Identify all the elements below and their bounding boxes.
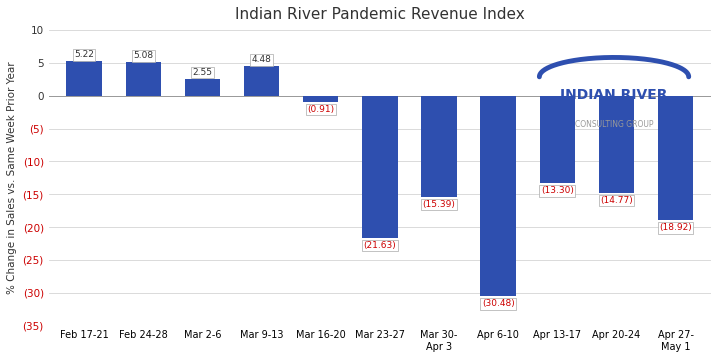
Text: (30.48): (30.48): [482, 299, 515, 308]
Bar: [303, 96, 338, 102]
Text: INDIAN RIVER: INDIAN RIVER: [560, 88, 668, 102]
Text: (15.39): (15.39): [422, 200, 455, 209]
Text: (0.91): (0.91): [307, 105, 335, 114]
Text: CONSULTING GROUP: CONSULTING GROUP: [575, 120, 653, 129]
Bar: [658, 96, 694, 220]
Text: 4.48: 4.48: [251, 55, 271, 64]
Bar: [599, 96, 634, 193]
Bar: [126, 62, 161, 96]
Bar: [66, 61, 102, 96]
Text: (13.30): (13.30): [541, 186, 574, 195]
Text: (14.77): (14.77): [600, 196, 633, 205]
Text: (21.63): (21.63): [363, 241, 396, 250]
Bar: [362, 96, 398, 238]
Text: 5.08: 5.08: [133, 51, 154, 60]
Bar: [185, 79, 220, 96]
Title: Indian River Pandemic Revenue Index: Indian River Pandemic Revenue Index: [235, 7, 525, 22]
Text: 5.22: 5.22: [74, 51, 94, 60]
Text: 2.55: 2.55: [192, 68, 213, 77]
Bar: [421, 96, 457, 197]
Y-axis label: % Change in Sales vs. Same Week Prior Year: % Change in Sales vs. Same Week Prior Ye…: [7, 61, 17, 294]
Text: (18.92): (18.92): [659, 223, 692, 232]
Bar: [244, 66, 279, 96]
Bar: [539, 96, 575, 183]
Bar: [480, 96, 516, 296]
